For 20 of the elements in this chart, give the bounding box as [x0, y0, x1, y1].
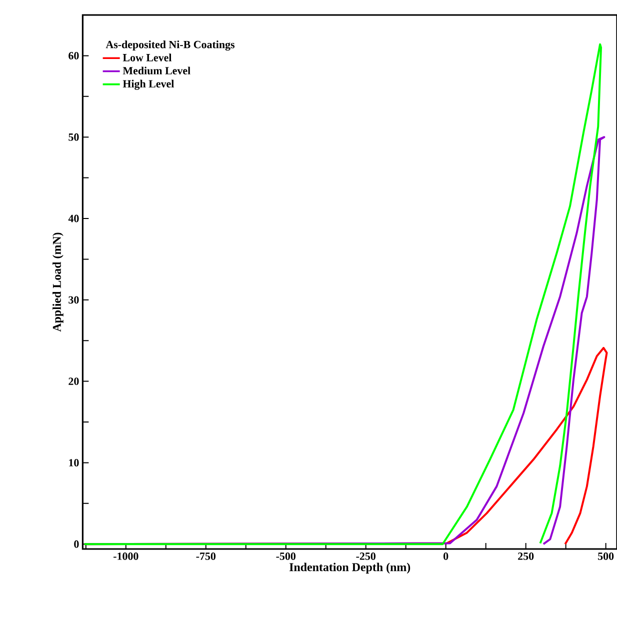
y-tick-label: 20: [68, 378, 79, 386]
y-tick-label: 60: [68, 52, 79, 60]
y-tick-label: 50: [68, 133, 79, 141]
y-tick-label: 40: [68, 214, 79, 222]
y-axis-title: Applied Load (mN): [52, 232, 64, 332]
legend-label: High Level: [122, 80, 174, 90]
x-tick-label: 500: [598, 552, 614, 560]
y-tick-label: 10: [69, 459, 79, 466]
x-tick-label: 0: [444, 552, 448, 560]
x-tick-label: 250: [518, 552, 534, 560]
x-tick-label: -250: [356, 552, 376, 560]
x-axis-title: Indentation Depth (nm): [289, 562, 410, 574]
x-tick-label: -750: [196, 552, 216, 560]
legend-title: As-deposited Ni-B Coatings: [106, 40, 235, 51]
y-tick-label: 0: [74, 540, 79, 548]
x-tick-label: -1000: [114, 552, 138, 560]
y-tick-label: 30: [68, 296, 79, 304]
x-tick-label: -500: [276, 552, 296, 560]
legend-label: Medium Level: [122, 66, 190, 74]
legend-label: Low Level: [122, 54, 172, 62]
